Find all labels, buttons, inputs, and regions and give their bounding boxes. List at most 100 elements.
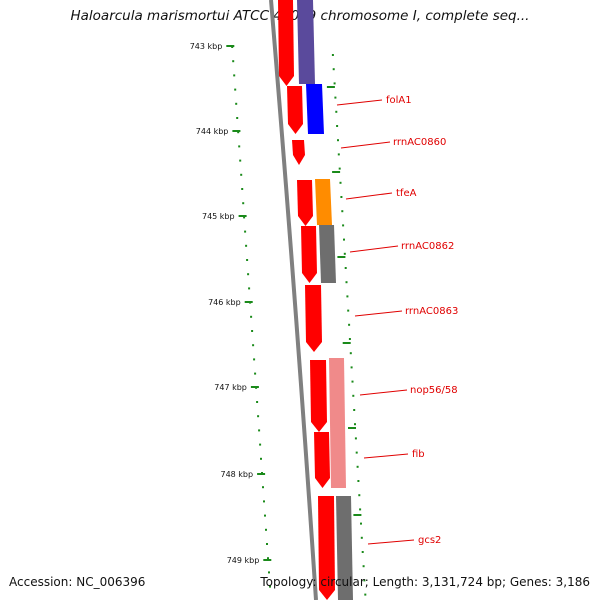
gene-label[interactable]: gcs2: [418, 535, 441, 546]
ruler-major-tick: [257, 473, 266, 475]
gene-label[interactable]: nop56/58: [410, 385, 458, 396]
ruler-minor-tick: [254, 372, 257, 375]
ruler-minor-tick: [357, 480, 360, 482]
ruler-minor-tick: [340, 196, 343, 198]
ruler-minor-tick: [356, 465, 359, 468]
ruler-major-tick: [232, 130, 241, 132]
ruler-minor-tick: [268, 571, 270, 574]
gene-leader-line: [363, 453, 409, 459]
ruler-minor-tick: [361, 551, 364, 553]
ruler-label: 745 kbp: [202, 212, 235, 221]
cog-box-grey: [336, 496, 353, 600]
gene-label[interactable]: tfeA: [396, 188, 417, 199]
ruler-minor-tick: [262, 486, 264, 489]
gene-label[interactable]: folA1: [386, 95, 412, 106]
ruler-minor-tick: [234, 88, 237, 91]
gene-leader-line: [359, 389, 408, 396]
gene-label[interactable]: rrnAC0862: [401, 241, 454, 252]
ruler-minor-tick: [335, 110, 338, 113]
ruler-minor-tick: [339, 181, 342, 184]
gene-callouts: folA1 rrnAC0860 tfeA rrnAC0862 rrnAC0863 nop5…: [336, 95, 458, 546]
ruler-major-tick: [263, 559, 272, 561]
ruler-minor-tick: [362, 565, 365, 568]
ruler-minor-tick: [341, 210, 344, 213]
gene-leader-line: [354, 310, 403, 317]
ruler-minor-tick: [241, 188, 244, 190]
ruler-minor-tick: [266, 543, 268, 545]
ruler-major-tick: [337, 256, 346, 258]
ruler-minor-tick: [244, 230, 247, 233]
ruler-major-tick: [226, 45, 235, 47]
ruler-minor-tick: [345, 281, 348, 284]
ruler-minor-tick: [264, 514, 266, 517]
ruler-label: 743 kbp: [190, 42, 223, 51]
gene-arrow: [301, 226, 317, 283]
gene-label[interactable]: fib: [412, 449, 425, 460]
gene-arrow: [287, 86, 303, 134]
genome-summary: Topology: circular; Length: 3,131,724 bp…: [260, 575, 590, 589]
ruler-minor-tick: [359, 508, 362, 511]
ruler-minor-tick: [237, 131, 240, 134]
ruler-minor-tick: [247, 273, 250, 276]
gene-label[interactable]: rrnAC0860: [393, 137, 446, 148]
gene-label[interactable]: rrnAC0863: [405, 306, 458, 317]
ruler-minor-tick: [245, 244, 248, 247]
gene-leader-line: [336, 99, 383, 106]
ruler-major-tick: [348, 427, 356, 429]
ruler-minor-tick: [258, 429, 261, 432]
ruler-minor-tick: [260, 457, 262, 460]
gene-arrow: [318, 496, 335, 600]
ruler-label: 747 kbp: [214, 383, 247, 392]
ruler-minor-tick: [353, 409, 356, 411]
gene-leader-line: [367, 539, 415, 545]
ruler-minor-tick: [253, 358, 256, 361]
ruler-minor-tick: [267, 557, 269, 560]
ruler-minor-tick: [265, 528, 267, 531]
gene-leader-line: [349, 245, 399, 253]
ruler-minor-tick: [344, 267, 347, 269]
ruler-minor-tick: [250, 315, 253, 318]
ruler-label: 746 kbp: [208, 298, 241, 307]
ruler-minor-tick: [351, 380, 354, 383]
ruler-minor-tick: [239, 159, 242, 162]
ruler-minor-tick: [350, 366, 353, 369]
ruler-minor-tick: [348, 338, 351, 340]
ruler-minor-tick: [334, 96, 337, 99]
ruler-major-tick: [332, 171, 341, 173]
gene-arrow: [314, 432, 330, 488]
ruler-minor-tick: [360, 522, 362, 525]
ruler-minor-tick: [263, 500, 265, 503]
ruler-minor-tick: [236, 117, 239, 119]
ruler-minor-tick: [240, 173, 243, 176]
cog-box-orange: [315, 179, 332, 225]
gene-leader-line: [345, 192, 393, 200]
accession-label: Accession: NC_006396: [9, 575, 146, 589]
cog-box-pink: [329, 358, 346, 488]
ruler-minor-tick: [342, 224, 345, 227]
ruler-minor-tick: [360, 536, 363, 539]
ruler-minor-tick: [331, 54, 334, 56]
ruler-minor-tick: [246, 259, 249, 261]
ruler-minor-tick: [354, 437, 357, 440]
ruler-minor-tick: [259, 443, 262, 446]
gene-arrow: [305, 285, 322, 352]
ruler-major-tick: [353, 514, 362, 516]
backbone-line: [269, 0, 318, 600]
ruler-minor-tick: [248, 287, 251, 290]
gene-arrow: [278, 0, 294, 86]
ruler-minor-tick: [352, 394, 355, 397]
ruler-minor-tick: [343, 238, 345, 241]
ruler-minor-tick: [269, 585, 271, 588]
ruler-minor-tick: [243, 216, 246, 219]
ruler-minor-tick: [346, 295, 349, 298]
ruler-label: 748 kbp: [220, 470, 253, 479]
ruler-minor-tick: [257, 415, 260, 418]
ruler-minor-tick: [332, 68, 335, 71]
ruler-minor-tick: [354, 423, 356, 426]
ruler-minor-tick: [333, 82, 336, 85]
ruler-minor-tick: [336, 125, 339, 127]
ruler-minor-tick: [358, 494, 361, 497]
ruler-minor-tick: [338, 167, 341, 170]
ruler-minor-tick: [242, 202, 245, 205]
ruler-minor-tick: [343, 252, 346, 255]
